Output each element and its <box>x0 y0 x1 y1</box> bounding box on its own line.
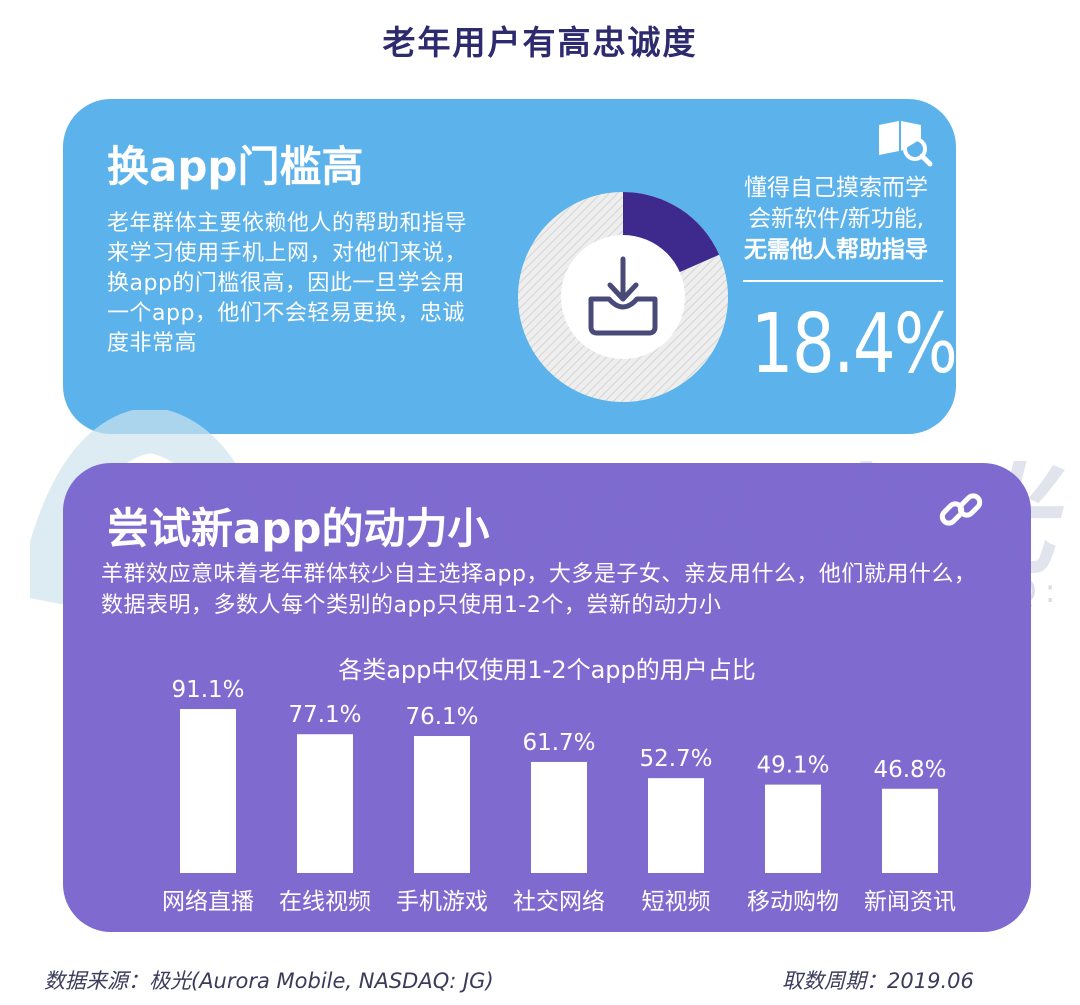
switch-barrier-panel: 换app门槛高 老年群体主要依赖他人的帮助和指导来学习使用手机上网，对他们来说，… <box>63 99 958 434</box>
book-search-icon <box>879 121 933 167</box>
bar-value-label-2: 76.1% <box>405 704 478 730</box>
bar-1 <box>297 734 353 873</box>
bar-value-label-1: 77.1% <box>288 702 361 728</box>
category-label-5: 移动购物 <box>747 889 839 915</box>
link-icon <box>939 493 983 526</box>
category-label-2: 手机游戏 <box>396 889 488 915</box>
bar-value-label-6: 46.8% <box>873 757 946 783</box>
low-motivation-description: 羊群效应意味着老年群体较少自主选择app，大多是子女、亲友用什么，他们就用什么，… <box>101 562 977 618</box>
bar-value-label-4: 52.7% <box>639 746 712 772</box>
self-learning-pie <box>513 187 733 411</box>
stat-line-2: 会新软件/新功能, <box>747 206 925 232</box>
switch-barrier-heading: 换app门槛高 <box>107 142 364 191</box>
bar-value-label-5: 49.1% <box>756 753 829 779</box>
bar-6 <box>882 788 938 873</box>
stat-line-1: 懂得自己摸索而学 <box>744 175 928 201</box>
category-label-4: 短视频 <box>642 889 711 915</box>
category-label-1: 在线视频 <box>279 889 371 915</box>
switch-barrier-description: 老年群体主要依赖他人的帮助和指导来学习使用手机上网，对他们来说，换app的门槛很… <box>107 211 468 356</box>
data-period-note: 取数周期：2019.06 <box>782 969 974 993</box>
bar-3 <box>531 761 587 873</box>
self-learning-caption: 懂得自己摸索而学 会新软件/新功能, 无需他人帮助指导 <box>721 173 951 266</box>
chart-title: 各类app中仅使用1-2个app的用户占比 <box>338 656 756 684</box>
bar-5 <box>765 784 821 873</box>
stat-line-3: 无需他人帮助指导 <box>744 237 928 263</box>
bar-value-label-0: 91.1% <box>171 677 244 703</box>
category-label-6: 新闻资讯 <box>864 889 956 915</box>
bar-2 <box>414 736 470 873</box>
low-motivation-heading: 尝试新app的动力小 <box>107 504 490 553</box>
usage-bar-chart: 91.1% 网络直播 77.1% 在线视频 76.1% 手机游戏 61.7% 社交网络 52.7… <box>162 677 956 915</box>
bar-4 <box>648 778 704 873</box>
bar-value-label-3: 61.7% <box>522 730 595 756</box>
self-learning-percent: 18.4% <box>750 297 958 392</box>
stat-divider <box>743 280 943 282</box>
category-label-3: 社交网络 <box>513 889 605 915</box>
data-source-note: 数据来源：极光(Aurora Mobile, NASDAQ: JG) <box>44 969 494 993</box>
low-motivation-panel: 尝试新app的动力小 羊群效应意味着老年群体较少自主选择app，大多是子女、亲友… <box>63 463 1031 932</box>
category-label-0: 网络直播 <box>162 889 254 915</box>
bar-0 <box>180 709 236 873</box>
download-tray-icon <box>588 256 658 336</box>
page-title: 老年用户有高忠诚度 <box>382 23 698 62</box>
